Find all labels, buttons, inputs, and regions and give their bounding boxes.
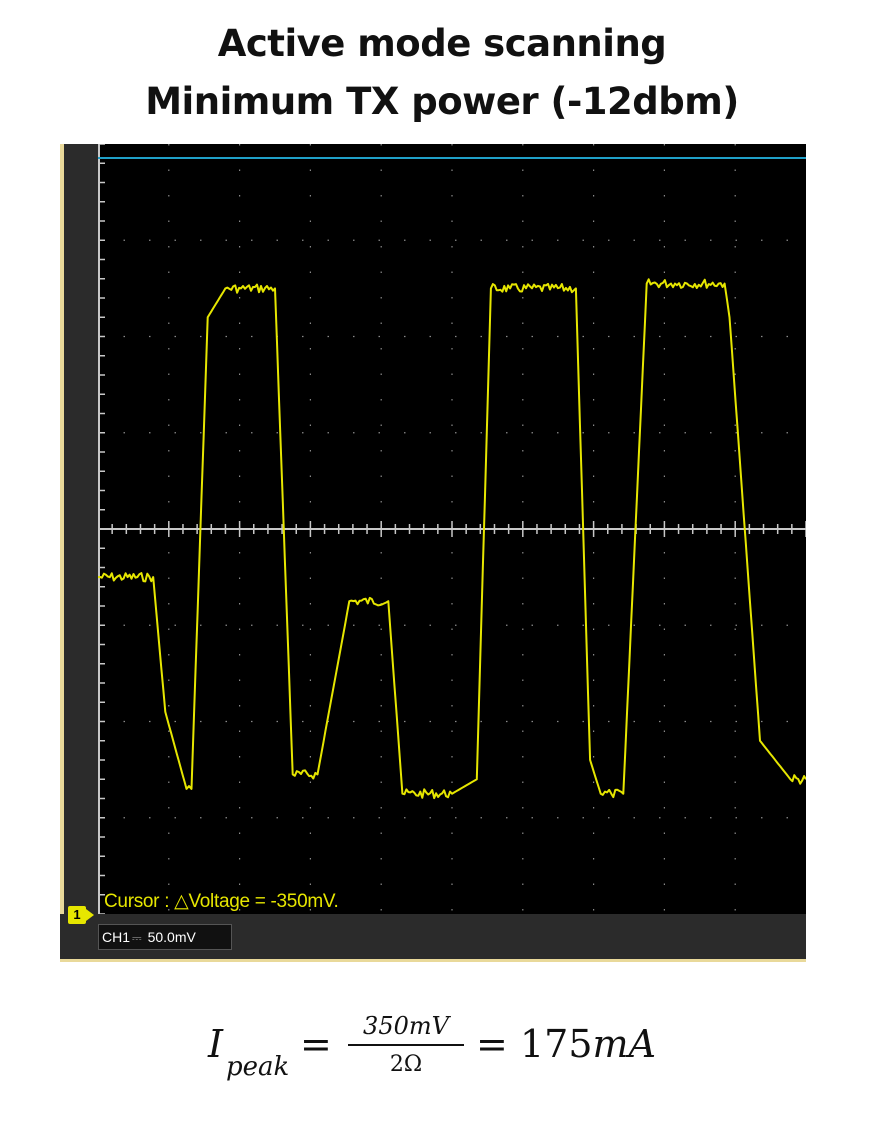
scope-left-frame bbox=[60, 144, 98, 962]
channel-name: CH1 bbox=[102, 929, 131, 945]
formula-numerator: 350mV bbox=[363, 1012, 449, 1040]
dc-coupling-icon: ⎓ bbox=[132, 931, 142, 945]
scope-screen bbox=[98, 144, 806, 914]
peak-current-formula: I peak = 350mV 2Ω = 175mA bbox=[200, 1008, 720, 1098]
formula-lhs-subscript: peak bbox=[226, 1052, 290, 1082]
formula-result-number: 175 bbox=[520, 1022, 593, 1066]
formula-result-unit: mA bbox=[592, 1022, 657, 1066]
channel-1-ground-marker: 1 bbox=[68, 906, 94, 924]
formula-denominator: 2Ω bbox=[389, 1052, 423, 1077]
title-line-2: Minimum TX power (-12dbm) bbox=[145, 80, 739, 123]
formula-equals-2: = bbox=[476, 1022, 508, 1066]
formula-fraction-bar bbox=[348, 1044, 464, 1046]
channel-scale: 50.0mV bbox=[147, 929, 196, 945]
current-trace-line bbox=[98, 278, 806, 800]
formula-lhs: I bbox=[208, 1022, 224, 1066]
channel-scale-label: CH1 ⎓ 50.0mV bbox=[98, 924, 232, 950]
formula-result: 175mA bbox=[520, 1022, 656, 1066]
cursor-readout: Cursor : △Voltage = -350mV. bbox=[104, 891, 339, 912]
formula-equals-1: = bbox=[300, 1022, 332, 1066]
title-line-1: Active mode scanning bbox=[217, 22, 667, 65]
